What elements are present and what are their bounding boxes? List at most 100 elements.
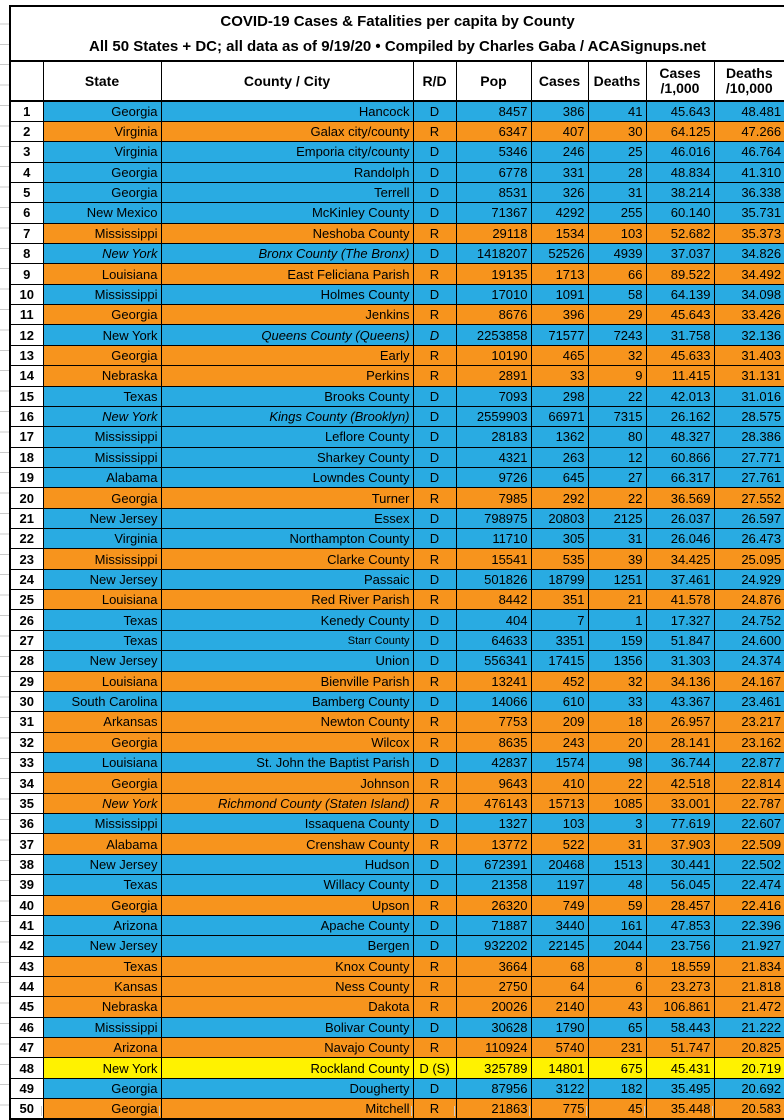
cell-rd: R [412, 589, 457, 611]
cell-pop: 1327 [455, 813, 532, 835]
cell-rank: 33 [9, 751, 44, 774]
cell-cases-per-1000: 23.273 [645, 975, 715, 998]
cell-cases: 33 [530, 365, 589, 387]
cell-deaths-per-10000: 24.374 [713, 650, 784, 672]
cell-state: Alabama [42, 466, 162, 489]
cell-rank: 20 [9, 487, 44, 509]
cell-pop: 10190 [455, 344, 532, 367]
cell-rank: 43 [9, 955, 44, 977]
cell-deaths-per-10000: 20.719 [713, 1057, 784, 1079]
cell-county: Kings County (Brooklyn) [160, 405, 414, 428]
cell-pop: 501826 [455, 568, 532, 591]
cell-pop: 71887 [455, 914, 532, 937]
cell-pop: 8676 [455, 304, 532, 326]
cell-cases-per-1000: 23.756 [645, 935, 715, 957]
cell-deaths-per-10000: 21.927 [713, 935, 784, 957]
table-row: 44 Kansas Ness County R 2750 64 6 23.273… [9, 975, 784, 998]
cell-cases-per-1000: 37.037 [645, 243, 715, 265]
table-row: 30 South Carolina Bamberg County D 14066… [9, 690, 784, 713]
cell-cases-per-1000: 42.013 [645, 385, 715, 407]
cell-county: Galax city/county [160, 120, 414, 143]
cell-state: New Jersey [42, 568, 162, 591]
cell-rank: 13 [9, 344, 44, 367]
cell-rank: 16 [9, 405, 44, 428]
cell-county: McKinley County [160, 202, 414, 224]
cell-rd: R [412, 263, 457, 285]
cell-deaths: 22 [587, 385, 647, 407]
cell-deaths: 4939 [587, 243, 647, 265]
cell-cases: 1574 [530, 751, 589, 774]
cell-pop: 15541 [455, 548, 532, 570]
cell-cases-per-1000: 58.443 [645, 1016, 715, 1039]
cell-cases: 243 [530, 731, 589, 754]
cell-rd: R [412, 731, 457, 754]
cell-pop: 476143 [455, 792, 532, 815]
cell-rd: R [412, 365, 457, 387]
cell-county: Bergen [160, 935, 414, 957]
cell-deaths-per-10000: 22.814 [713, 772, 784, 794]
col-header-rd: R/D [412, 60, 457, 102]
cell-state: Louisiana [42, 751, 162, 774]
table-row: 39 Texas Willacy County D 21358 1197 48 … [9, 874, 784, 896]
cell-rank: 22 [9, 528, 44, 550]
cell-cases: 52526 [530, 243, 589, 265]
cell-cases: 465 [530, 344, 589, 367]
table-row: 48 New York Rockland County D (S) 325789… [9, 1057, 784, 1079]
cell-deaths: 32 [587, 670, 647, 692]
cell-cases-per-1000: 66.317 [645, 466, 715, 489]
cell-deaths: 20 [587, 731, 647, 754]
cell-state: Georgia [42, 772, 162, 794]
cell-county: Johnson [160, 772, 414, 794]
cell-state: Louisiana [42, 263, 162, 285]
table-row: 36 Mississippi Issaquena County D 1327 1… [9, 813, 784, 835]
cell-rd: R [412, 894, 457, 916]
cell-county: Navajo County [160, 1037, 414, 1059]
cell-rank: 9 [9, 263, 44, 285]
cell-rd: D [412, 202, 457, 224]
cell-rd: D [412, 100, 457, 122]
cell-pop: 71367 [455, 202, 532, 224]
cell-cases: 305 [530, 528, 589, 550]
cell-deaths: 58 [587, 283, 647, 306]
cell-county: Crenshaw County [160, 833, 414, 855]
cell-deaths-per-10000: 28.386 [713, 426, 784, 448]
cell-pop: 11710 [455, 528, 532, 550]
cell-deaths-per-10000: 20.825 [713, 1037, 784, 1059]
cell-deaths: 43 [587, 996, 647, 1018]
cell-deaths: 48 [587, 874, 647, 896]
cell-pop: 30628 [455, 1016, 532, 1039]
cell-rank: 14 [9, 365, 44, 387]
cell-state: Arizona [42, 914, 162, 937]
cell-rank: 46 [9, 1016, 44, 1039]
cell-rank: 44 [9, 975, 44, 998]
cell-county: Emporia city/county [160, 141, 414, 163]
table-row: 38 New Jersey Hudson D 672391 20468 1513… [9, 853, 784, 876]
cell-county: Knox County [160, 955, 414, 977]
table-row: 42 New Jersey Bergen D 932202 22145 2044… [9, 935, 784, 957]
col-header-county: County / City [160, 60, 414, 102]
cell-rank: 34 [9, 772, 44, 794]
cell-pop: 64633 [455, 629, 532, 652]
cell-deaths-per-10000: 24.752 [713, 609, 784, 631]
cell-rank: 25 [9, 589, 44, 611]
page-title: COVID-19 Cases & Fatalities per capita b… [220, 12, 575, 30]
cell-rd: D [412, 874, 457, 896]
cell-pop: 14066 [455, 690, 532, 713]
cell-deaths: 59 [587, 894, 647, 916]
cell-rank: 7 [9, 222, 44, 245]
cell-cases: 263 [530, 446, 589, 468]
cell-rd: D [412, 283, 457, 306]
cell-county: Apache County [160, 914, 414, 937]
table-row: 20 Georgia Turner R 7985 292 22 36.569 2… [9, 487, 784, 509]
cell-county: Hudson [160, 853, 414, 876]
cell-rank: 4 [9, 161, 44, 183]
cell-rank: 50 [9, 1098, 44, 1120]
table-row: 32 Georgia Wilcox R 8635 243 20 28.141 2… [9, 731, 784, 754]
cell-state: Georgia [42, 731, 162, 754]
cell-state: Mississippi [42, 222, 162, 245]
cell-pop: 26320 [455, 894, 532, 916]
cell-deaths: 29 [587, 304, 647, 326]
cell-cases: 1197 [530, 874, 589, 896]
cell-cases-per-1000: 34.425 [645, 548, 715, 570]
cell-cases-per-1000: 106.861 [645, 996, 715, 1018]
